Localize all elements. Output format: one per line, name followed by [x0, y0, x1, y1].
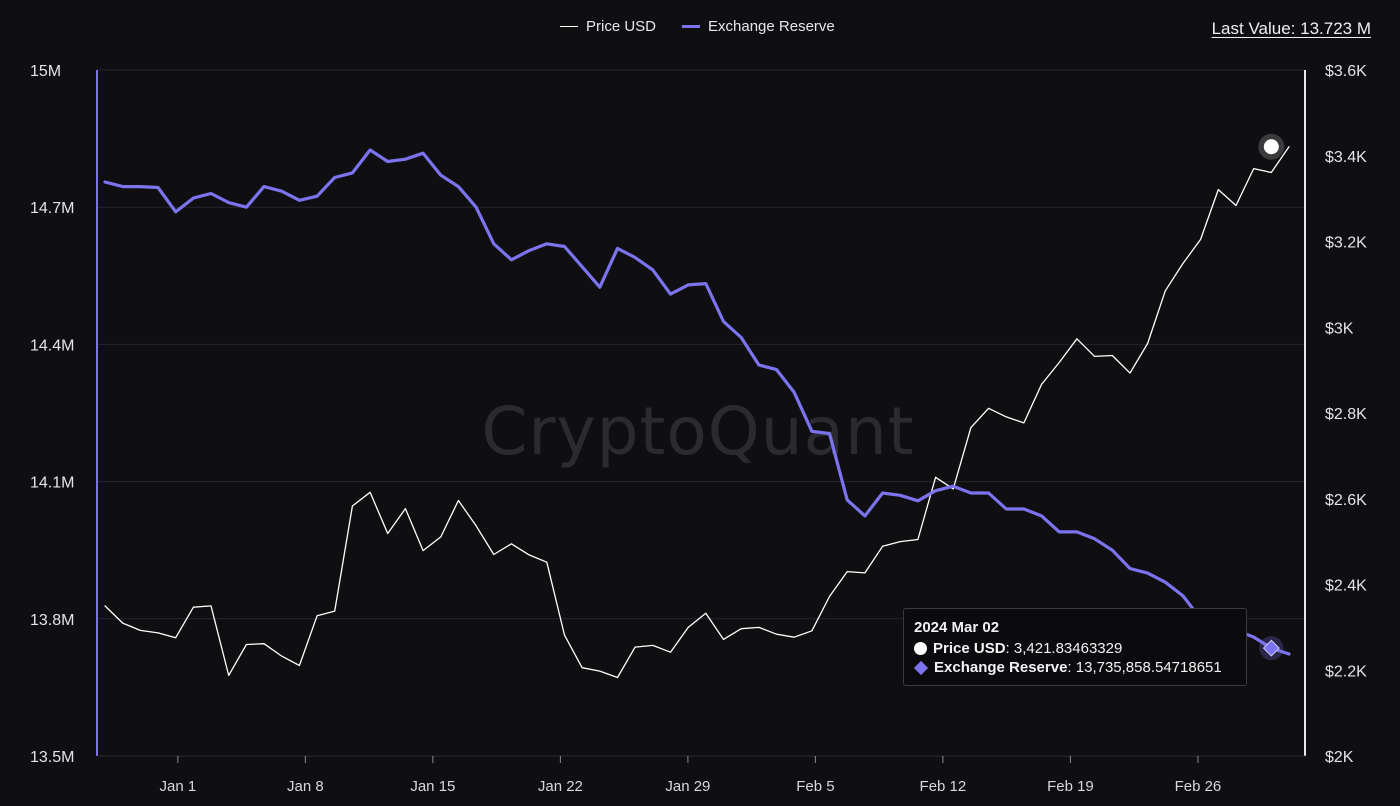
legend-reserve-label: Exchange Reserve	[708, 18, 835, 35]
tooltip-price-value: : 3,421.83463329	[1005, 640, 1123, 657]
tooltip-reserve-label: Exchange Reserve	[934, 659, 1068, 676]
x-tick-label: Jan 15	[410, 778, 455, 795]
left-axis-ticks: 15M 14.7M 14.4M 14.1M 13.8M 13.5M	[30, 63, 74, 766]
left-tick-label: 13.8M	[30, 612, 74, 629]
x-tick-label: Feb 5	[796, 778, 834, 795]
diamond-icon	[913, 660, 929, 675]
right-tick-label: $3.2K	[1325, 235, 1367, 252]
x-tick-label: Feb 26	[1175, 778, 1222, 795]
right-tick-label: $2.2K	[1325, 663, 1367, 680]
series-group	[103, 146, 1291, 679]
reserve-series-line[interactable]	[103, 148, 1291, 656]
price-series-line[interactable]	[104, 146, 1290, 679]
legend-item-price[interactable]: Price USD	[560, 18, 656, 35]
legend-price-label: Price USD	[586, 18, 657, 35]
watermark: CryptoQuant	[481, 393, 914, 470]
right-tick-label: $3.4K	[1325, 149, 1367, 166]
right-tick-label: $2K	[1325, 749, 1354, 766]
right-tick-label: $2.4K	[1325, 578, 1367, 595]
left-tick-label: 14.7M	[30, 200, 74, 217]
x-tick-label: Jan 8	[287, 778, 324, 795]
right-tick-label: $3K	[1325, 320, 1354, 337]
left-tick-label: 15M	[30, 63, 61, 80]
tooltip-reserve-row: Exchange Reserve: 13,735,858.54718651	[913, 658, 1236, 677]
right-tick-label: $2.8K	[1325, 406, 1367, 423]
tooltip-price-label: Price USD	[933, 640, 1006, 657]
x-tick-label: Feb 19	[1047, 778, 1094, 795]
x-tick-label: Jan 29	[665, 778, 710, 795]
right-tick-label: $3.6K	[1325, 63, 1367, 80]
last-value-link[interactable]: Last Value: 13.723 M	[1212, 19, 1371, 39]
legend-item-reserve[interactable]: Exchange Reserve	[682, 18, 835, 35]
x-tick-label: Feb 12	[920, 778, 967, 795]
hover-markers	[1258, 133, 1285, 661]
tooltip-date: 2024 Mar 02	[914, 619, 1000, 636]
x-tick-label: Jan 22	[538, 778, 583, 795]
last-value-text: Last Value: 13.723 M	[1211, 19, 1371, 38]
tooltip-reserve-value: : 13,735,858.54718651	[1067, 659, 1222, 676]
left-tick-label: 14.4M	[30, 337, 74, 354]
reserve-marker	[1262, 639, 1280, 657]
price-swatch	[560, 25, 578, 28]
tooltip-price-row: Price USD: 3,421.83463329	[914, 639, 1236, 658]
axes	[96, 70, 1306, 757]
tooltip: 2024 Mar 02 Price USD: 3,421.83463329 Ex…	[903, 608, 1247, 686]
circle-icon	[914, 642, 927, 655]
legend: Price USD Exchange Reserve	[560, 18, 835, 35]
left-tick-label: 13.5M	[30, 749, 74, 766]
x-axis-ticks: Jan 1 Jan 8 Jan 15 Jan 22 Jan 29 Feb 5 Feb 12 F…	[160, 756, 1222, 795]
left-tick-label: 14.1M	[30, 475, 74, 492]
gridlines	[97, 69, 1305, 620]
right-axis-ticks: $3.6K $3.4K $3.2K $3K $2.8K $2.6K $2.4K $2.2K $2…	[1325, 63, 1367, 766]
right-tick-label: $2.6K	[1325, 492, 1367, 509]
x-tick-label: Jan 1	[160, 778, 197, 795]
reserve-swatch	[682, 25, 701, 28]
price-marker	[1263, 139, 1279, 155]
